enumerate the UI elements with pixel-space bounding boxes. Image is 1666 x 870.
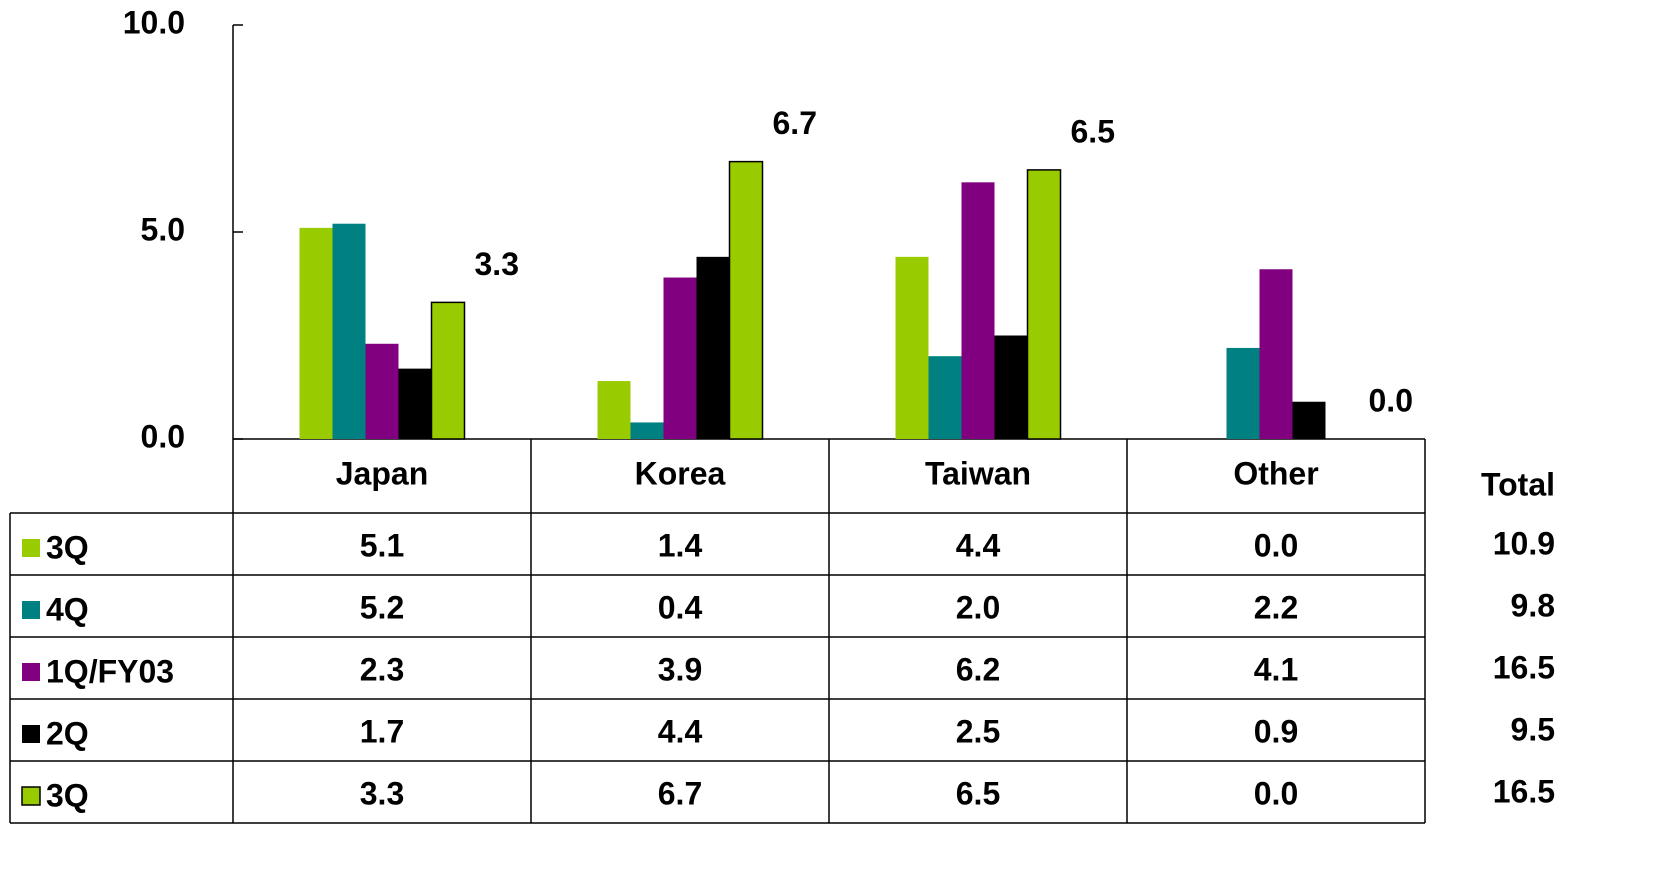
y-tick-label: 5.0 <box>141 211 185 247</box>
legend-label: 4Q <box>46 591 89 627</box>
table-cell: 6.5 <box>956 775 1000 811</box>
bar <box>1259 269 1293 439</box>
legend-key <box>21 786 41 806</box>
table-cell: 0.4 <box>658 589 703 625</box>
total-value: 16.5 <box>1493 773 1555 809</box>
table-cell: 1.4 <box>658 527 703 563</box>
table-cell: 6.7 <box>658 775 702 811</box>
table-cell: 3.3 <box>360 775 404 811</box>
legend-key <box>22 601 40 619</box>
bar <box>630 422 664 439</box>
legend-key <box>22 539 40 557</box>
legend-label: 2Q <box>46 715 89 751</box>
table-cell: 2.3 <box>360 651 404 687</box>
bar <box>728 160 764 440</box>
bar <box>696 256 730 439</box>
table-cell: 0.9 <box>1254 713 1298 749</box>
bar <box>597 381 631 439</box>
bar <box>1026 169 1062 440</box>
bar <box>430 301 466 440</box>
total-value: 9.8 <box>1511 587 1555 623</box>
table-cell: 5.2 <box>360 589 404 625</box>
data-label: 6.5 <box>1071 113 1115 149</box>
bar <box>961 182 995 439</box>
table-cell: 0.0 <box>1254 527 1298 563</box>
bar <box>299 227 333 439</box>
data-label: 3.3 <box>475 246 519 282</box>
legend-label: 1Q/FY03 <box>46 653 174 689</box>
x-tick-label: Japan <box>336 455 428 491</box>
table-cell: 4.4 <box>956 527 1001 563</box>
bar <box>928 356 962 439</box>
legend-key <box>22 663 40 681</box>
bar <box>895 256 929 439</box>
y-tick-label: 10.0 <box>123 4 185 40</box>
table-cell: 5.1 <box>360 527 404 563</box>
bar <box>663 277 697 439</box>
bar <box>365 343 399 439</box>
total-value: 16.5 <box>1493 649 1555 685</box>
total-value: 9.5 <box>1511 711 1555 747</box>
x-tick-label: Korea <box>635 455 726 491</box>
x-tick-label: Taiwan <box>925 455 1031 491</box>
table-cell: 2.0 <box>956 589 1000 625</box>
legend-label: 3Q <box>46 777 89 813</box>
table-cell: 0.0 <box>1254 775 1298 811</box>
x-tick-label: Other <box>1233 455 1318 491</box>
bar <box>994 335 1028 439</box>
table-cell: 4.1 <box>1254 651 1298 687</box>
table-cell: 6.2 <box>956 651 1000 687</box>
data-label: 6.7 <box>773 105 817 141</box>
data-label: 0.0 <box>1369 382 1413 418</box>
bar <box>1226 347 1260 439</box>
legend-key <box>22 725 40 743</box>
bar <box>332 223 366 439</box>
table-cell: 2.2 <box>1254 589 1298 625</box>
bar <box>1292 401 1326 439</box>
bar <box>398 368 432 439</box>
total-value: 10.9 <box>1493 525 1555 561</box>
y-tick-label: 0.0 <box>141 418 185 454</box>
legend-label: 3Q <box>46 529 89 565</box>
table-cell: 3.9 <box>658 651 702 687</box>
total-header: Total <box>1481 466 1555 502</box>
table-cell: 4.4 <box>658 713 703 749</box>
table-cell: 1.7 <box>360 713 404 749</box>
table-cell: 2.5 <box>956 713 1000 749</box>
